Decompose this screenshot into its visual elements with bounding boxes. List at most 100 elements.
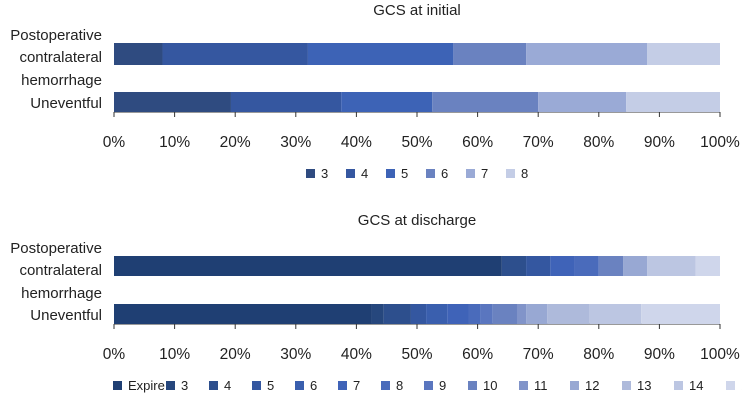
x-tick-label: 20% (220, 346, 251, 363)
bar-segment (468, 304, 481, 324)
legend-label: 7 (353, 378, 360, 393)
legend-label: 3 (321, 166, 328, 181)
bar-segment (526, 256, 551, 276)
legend-swatch (166, 381, 175, 390)
bar-segment (547, 304, 590, 324)
legend-swatch (674, 381, 683, 390)
bar-segment (647, 256, 696, 276)
x-tick-label: 100% (700, 346, 740, 363)
chart-title: GCS at initial (373, 2, 461, 19)
bar-segment (538, 92, 627, 112)
x-tick-label: 30% (280, 134, 311, 151)
bar-segment (371, 304, 384, 324)
legend-label: 4 (224, 378, 231, 393)
legend-swatch (306, 169, 315, 178)
x-tick-label: 40% (341, 134, 372, 151)
legend-swatch (506, 169, 515, 178)
x-tick-label: 80% (583, 134, 614, 151)
x-tick-label: 60% (462, 346, 493, 363)
legend-label: 7 (481, 166, 488, 181)
bar-segment (307, 43, 454, 65)
legend-swatch (381, 381, 390, 390)
x-tick-label: 10% (159, 134, 190, 151)
bar-segment (480, 304, 493, 324)
legend-swatch (346, 169, 355, 178)
bar-segment (626, 92, 720, 112)
legend-label: 5 (267, 378, 274, 393)
legend-swatch (386, 169, 395, 178)
x-tick-label: 10% (159, 346, 190, 363)
legend-label: 10 (483, 378, 497, 393)
legend-swatch (726, 381, 735, 390)
bar-segment (550, 256, 575, 276)
bar-segment (453, 43, 527, 65)
category-label: contralateral (19, 49, 102, 66)
bar-segment (492, 304, 517, 324)
x-tick-label: 20% (220, 134, 251, 151)
bar-segment (114, 256, 502, 276)
bar-segment (114, 43, 163, 65)
category-label: Uneventful (30, 95, 102, 112)
bar-segment (114, 92, 231, 112)
x-tick-label: 30% (280, 346, 311, 363)
x-tick-label: 0% (103, 134, 126, 151)
legend-swatch (338, 381, 347, 390)
bar-segment (526, 304, 548, 324)
legend-swatch (252, 381, 261, 390)
legend-swatch (426, 169, 435, 178)
bar-segment (501, 256, 527, 276)
legend-swatch (570, 381, 579, 390)
x-tick-label: 70% (523, 346, 554, 363)
legend-label: 14 (689, 378, 703, 393)
category-label: contralateral (19, 262, 102, 279)
legend-label: 6 (441, 166, 448, 181)
chart-title: GCS at discharge (358, 212, 476, 229)
legend-label: 12 (585, 378, 599, 393)
legend-label: Expire (128, 378, 165, 393)
x-tick-label: 50% (401, 134, 432, 151)
bar-segment (410, 304, 427, 324)
legend-swatch (468, 381, 477, 390)
x-tick-label: 60% (462, 134, 493, 151)
bar-segment (623, 256, 648, 276)
category-label: hemorrhage (21, 285, 102, 302)
legend-swatch (113, 381, 122, 390)
bar-segment (589, 304, 642, 324)
bar-segment (447, 304, 469, 324)
legend-label: 9 (439, 378, 446, 393)
bar-segment (426, 304, 448, 324)
x-tick-label: 50% (401, 346, 432, 363)
x-tick-label: 0% (103, 346, 126, 363)
x-tick-label: 100% (700, 134, 740, 151)
bar-segment (598, 256, 624, 276)
legend-label: 13 (637, 378, 651, 393)
x-tick-label: 90% (644, 134, 675, 151)
category-label: Postoperative (10, 27, 102, 44)
bar-segment (526, 43, 648, 65)
bar-segment (114, 304, 372, 324)
legend-label: 8 (396, 378, 403, 393)
bar-segment (695, 256, 720, 276)
legend-swatch (466, 169, 475, 178)
legend-label: 11 (534, 378, 548, 393)
legend-label: 4 (361, 166, 368, 181)
bar-segment (641, 304, 720, 324)
category-label: Uneventful (30, 307, 102, 324)
x-tick-label: 70% (523, 134, 554, 151)
bar-segment (516, 304, 527, 324)
legend-label: 3 (181, 378, 188, 393)
legend-swatch (424, 381, 433, 390)
bar-segment (432, 92, 539, 112)
x-tick-label: 90% (644, 346, 675, 363)
legend-swatch (295, 381, 304, 390)
category-label: hemorrhage (21, 72, 102, 89)
bar-segment (647, 43, 720, 65)
bar-segment (341, 92, 433, 112)
category-label: Postoperative (10, 240, 102, 257)
x-tick-label: 80% (583, 346, 614, 363)
legend-label: 5 (401, 166, 408, 181)
bar-segment (574, 256, 599, 276)
legend-swatch (622, 381, 631, 390)
x-tick-label: 40% (341, 346, 372, 363)
